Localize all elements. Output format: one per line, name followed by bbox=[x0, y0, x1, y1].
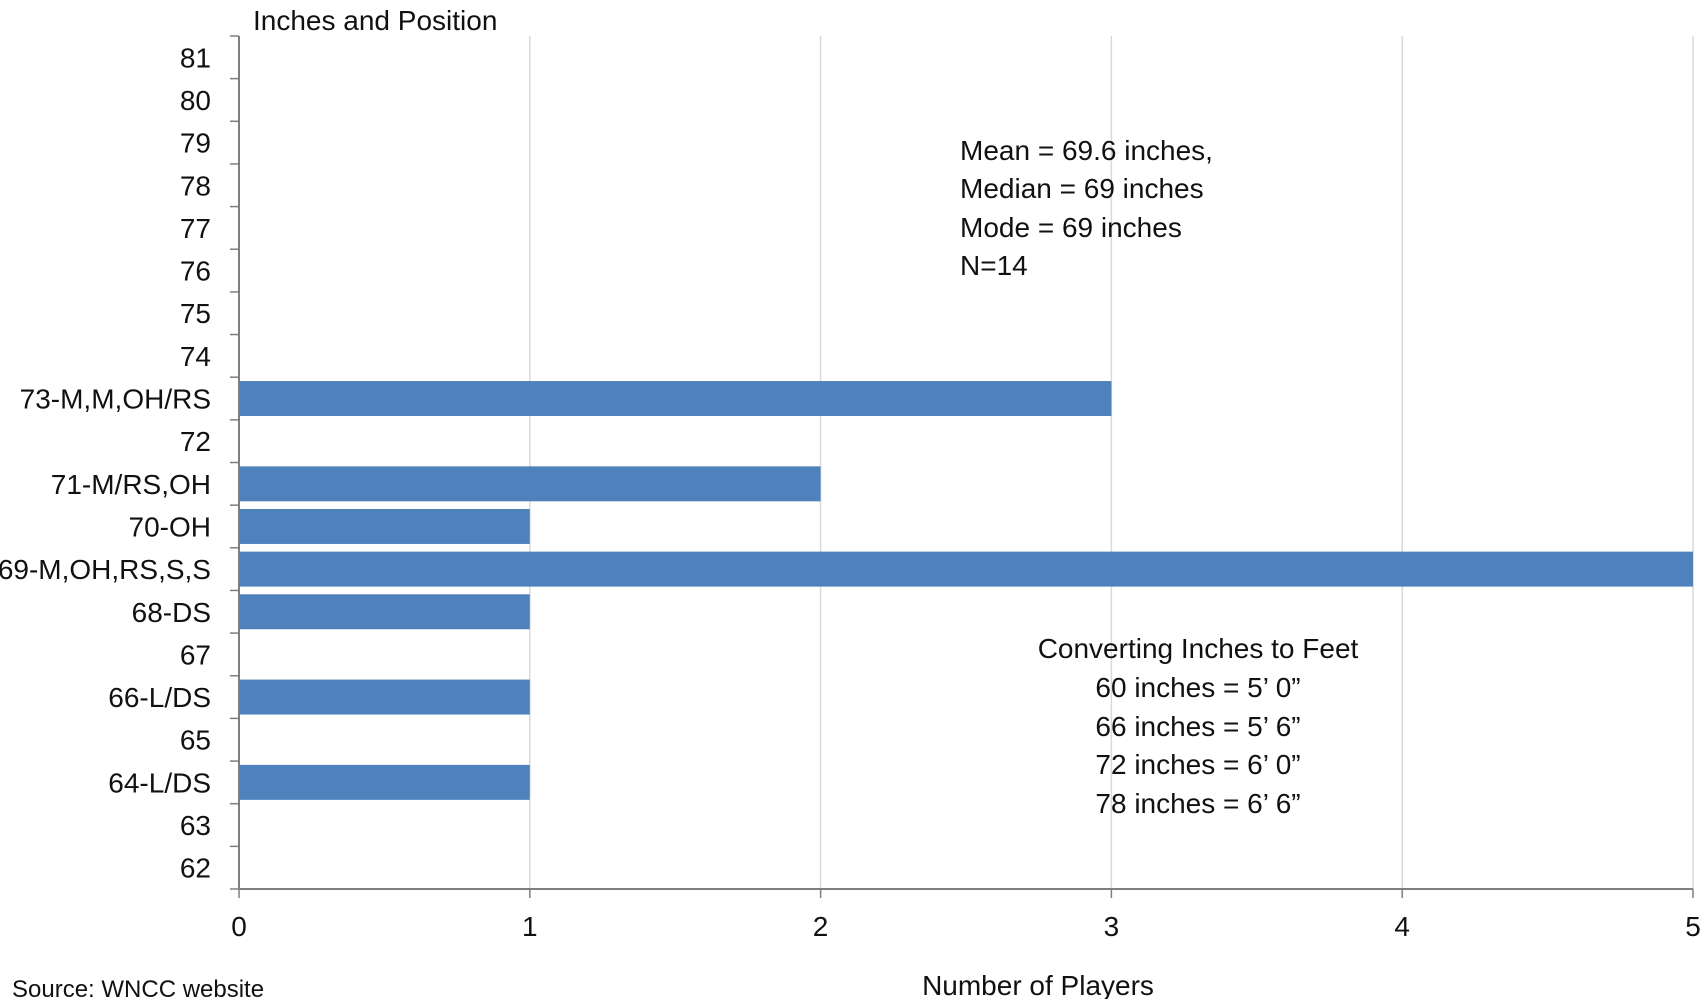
axes bbox=[230, 35, 1694, 898]
y-tick-label: 74 bbox=[180, 341, 211, 372]
x-tick-label: 0 bbox=[231, 911, 247, 942]
x-tick-label: 4 bbox=[1394, 911, 1410, 942]
y-tick-label: 70-OH bbox=[129, 511, 211, 542]
source-note: Source: WNCC website bbox=[12, 976, 264, 999]
y-tick-label: 64-L/DS bbox=[108, 767, 211, 798]
bar bbox=[239, 679, 530, 715]
stats-median: Median = 69 inches bbox=[960, 173, 1204, 204]
x-tick-label: 2 bbox=[813, 911, 829, 942]
y-tick-label: 77 bbox=[180, 213, 211, 244]
y-axis-title: Inches and Position bbox=[253, 5, 497, 36]
bar bbox=[239, 508, 530, 544]
bar bbox=[239, 551, 1693, 587]
y-tick-label: 75 bbox=[180, 298, 211, 329]
y-tick-label: 73-M,M,OH/RS bbox=[20, 384, 211, 415]
y-tick-label: 68-DS bbox=[132, 597, 211, 628]
bar bbox=[239, 381, 1112, 417]
stats-n: N=14 bbox=[960, 250, 1028, 281]
y-tick-label: 66-L/DS bbox=[108, 682, 211, 713]
stats-mean: Mean = 69.6 inches, bbox=[960, 135, 1213, 166]
gridlines bbox=[529, 36, 1694, 889]
bars bbox=[239, 381, 1693, 800]
y-tick-label: 63 bbox=[180, 810, 211, 841]
x-tick-label: 3 bbox=[1104, 911, 1120, 942]
x-tick-label: 5 bbox=[1685, 911, 1701, 942]
x-axis-title: Number of Players bbox=[922, 970, 1154, 999]
y-tick-label: 78 bbox=[180, 170, 211, 201]
conversion-annotation: Converting Inches to Feet 60 inches = 5’… bbox=[1038, 633, 1359, 819]
bar bbox=[239, 466, 821, 502]
conversion-title: Converting Inches to Feet bbox=[1038, 633, 1359, 664]
labels: 0 1 2 3 4 5 81 80 79 78 77 76 75 74 73-M,M,OH/RS 72 71-M… bbox=[0, 42, 1701, 942]
y-tick-label: 65 bbox=[180, 725, 211, 756]
y-tick-label: 76 bbox=[180, 256, 211, 287]
y-tick-label: 81 bbox=[180, 42, 211, 73]
y-tick-label: 62 bbox=[180, 853, 211, 884]
conversion-60: 60 inches = 5’ 0” bbox=[1095, 672, 1300, 703]
y-tick-label: 69-M,OH,RS,S,S bbox=[0, 554, 211, 585]
y-tick-label: 71-M/RS,OH bbox=[51, 469, 211, 500]
bar bbox=[239, 594, 530, 630]
conversion-72: 72 inches = 6’ 0” bbox=[1095, 749, 1300, 780]
bar bbox=[239, 764, 530, 800]
stats-annotation: Mean = 69.6 inches, Median = 69 inches M… bbox=[960, 135, 1213, 281]
conversion-78: 78 inches = 6’ 6” bbox=[1095, 788, 1300, 819]
y-tick-label: 72 bbox=[180, 426, 211, 457]
y-tick-label: 79 bbox=[180, 128, 211, 159]
y-tick-label: 80 bbox=[180, 85, 211, 116]
x-tick-label: 1 bbox=[522, 911, 538, 942]
y-tick-label: 67 bbox=[180, 639, 211, 670]
conversion-66: 66 inches = 5’ 6” bbox=[1095, 711, 1300, 742]
stats-mode: Mode = 69 inches bbox=[960, 212, 1182, 243]
